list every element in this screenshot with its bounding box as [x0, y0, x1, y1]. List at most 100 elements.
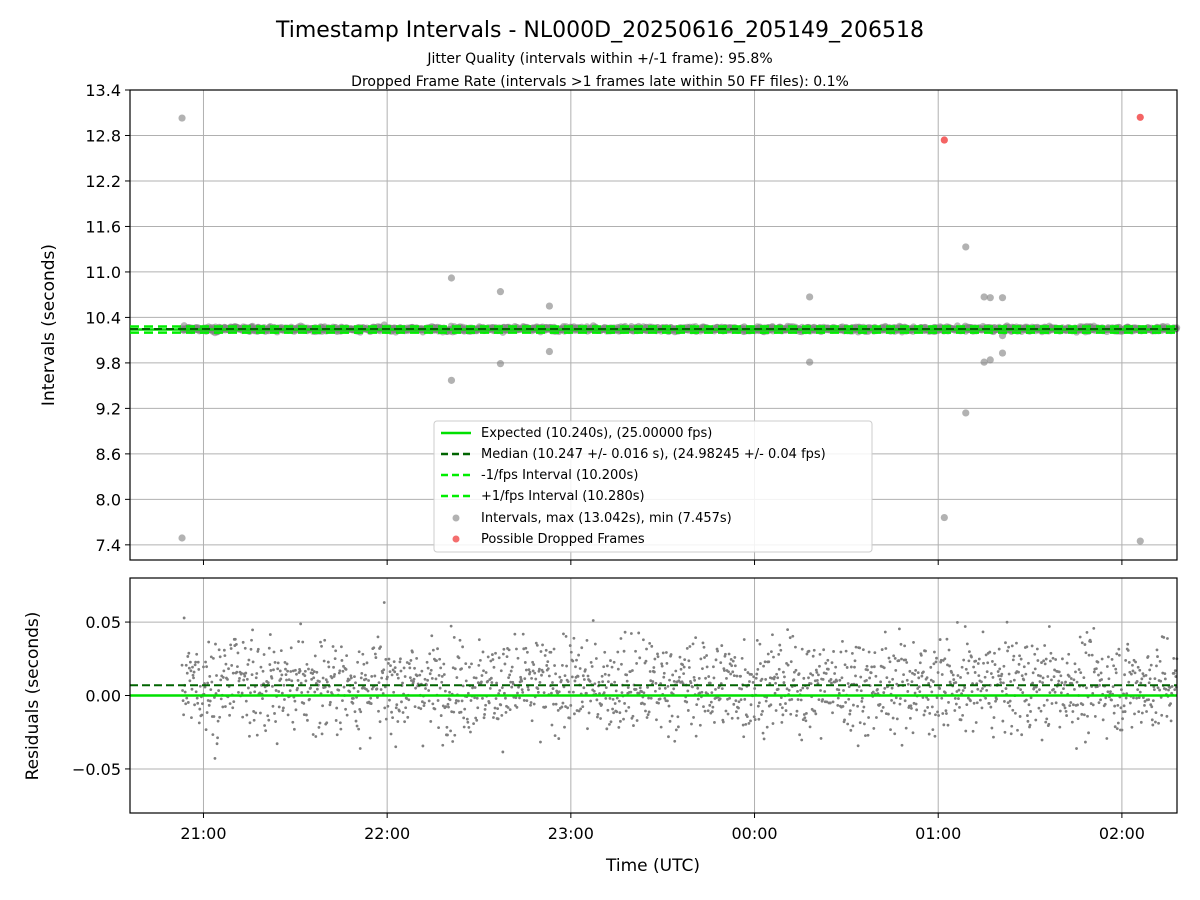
residual-point — [587, 711, 591, 715]
residual-point — [1079, 671, 1083, 675]
residual-point — [737, 706, 740, 710]
residual-point — [879, 680, 882, 684]
residual-point — [722, 669, 726, 672]
residual-point — [948, 664, 951, 668]
residual-point — [1094, 667, 1098, 671]
residual-point — [957, 688, 961, 692]
residual-point — [628, 670, 632, 674]
residual-point — [1060, 681, 1064, 685]
residual-point — [521, 690, 525, 694]
residual-point — [635, 662, 639, 665]
residual-point — [693, 678, 696, 682]
residual-point — [415, 674, 419, 678]
residual-point — [469, 730, 472, 734]
residual-point — [546, 667, 550, 671]
x-tick-label-4: 01:00 — [915, 824, 961, 843]
residual-point — [352, 686, 356, 690]
residual-point — [393, 666, 397, 669]
residual-point — [333, 672, 337, 676]
residual-point — [1080, 641, 1084, 645]
residual-point — [318, 721, 322, 725]
residual-point — [279, 677, 283, 681]
residual-point — [757, 717, 761, 721]
residual-point — [532, 702, 536, 706]
residual-point — [261, 697, 264, 700]
residual-point — [825, 700, 829, 704]
residual-point — [882, 666, 886, 670]
residual-point — [326, 690, 330, 694]
residual-point — [570, 675, 574, 679]
residual-point — [1045, 698, 1049, 702]
residual-point — [210, 680, 214, 684]
residual-point — [859, 675, 863, 679]
residual-point — [887, 712, 890, 716]
residual-point — [611, 697, 615, 701]
residual-point — [756, 667, 760, 671]
residual-point — [790, 697, 794, 701]
residual-point — [426, 678, 430, 682]
residual-point — [1009, 680, 1013, 683]
residual-point — [348, 690, 352, 694]
residual-point — [815, 670, 819, 674]
residual-point — [1022, 665, 1026, 669]
residual-point — [552, 702, 555, 706]
residual-point — [784, 709, 788, 712]
residual-point — [338, 669, 342, 673]
residual-point — [246, 686, 250, 690]
residual-point — [1139, 681, 1143, 685]
residual-point — [230, 664, 234, 667]
residual-point — [314, 682, 318, 685]
residual-point — [1120, 728, 1124, 732]
residual-point — [891, 716, 895, 720]
residual-point — [1146, 655, 1150, 658]
residual-point — [583, 668, 587, 672]
residual-point — [1076, 703, 1079, 707]
residual-point — [917, 676, 921, 680]
residual-point — [819, 689, 822, 692]
residual-point — [565, 664, 568, 668]
residual-point — [719, 661, 723, 665]
residual-point — [579, 707, 583, 711]
residual-point — [743, 697, 747, 701]
residual-point — [566, 706, 570, 710]
residual-point — [534, 641, 538, 645]
residual-point — [559, 678, 563, 682]
interval-outlier-point-12 — [962, 409, 970, 417]
residual-point — [563, 674, 567, 678]
residual-point — [1092, 670, 1096, 674]
residual-point — [670, 714, 674, 718]
residual-point — [501, 652, 505, 656]
residual-point — [446, 733, 449, 737]
residual-point — [1075, 680, 1079, 684]
residual-point — [189, 660, 192, 664]
residual-point — [624, 709, 628, 713]
residual-point — [678, 675, 681, 679]
residual-point — [1141, 672, 1145, 676]
residual-point — [1117, 647, 1121, 651]
residual-point — [251, 628, 254, 632]
residual-point — [361, 652, 365, 656]
residual-point — [1027, 703, 1031, 707]
residual-point — [787, 688, 791, 692]
residual-point — [841, 639, 844, 643]
residual-point — [927, 682, 931, 685]
residual-point — [1010, 644, 1014, 648]
residual-point — [931, 680, 935, 683]
residual-point — [1124, 696, 1128, 700]
residual-point — [604, 686, 608, 690]
residual-point — [1064, 680, 1067, 684]
residual-point — [203, 682, 206, 685]
residual-point — [926, 706, 930, 709]
residual-point — [1063, 706, 1067, 710]
residual-point — [568, 644, 572, 647]
residual-point — [562, 685, 566, 689]
residual-point — [525, 699, 529, 703]
residual-point — [1034, 685, 1038, 689]
residual-point — [837, 688, 841, 692]
residual-point — [349, 674, 353, 678]
residual-point — [728, 662, 732, 666]
residual-point — [939, 658, 943, 662]
residual-point — [732, 702, 736, 706]
residual-point — [1071, 710, 1075, 713]
